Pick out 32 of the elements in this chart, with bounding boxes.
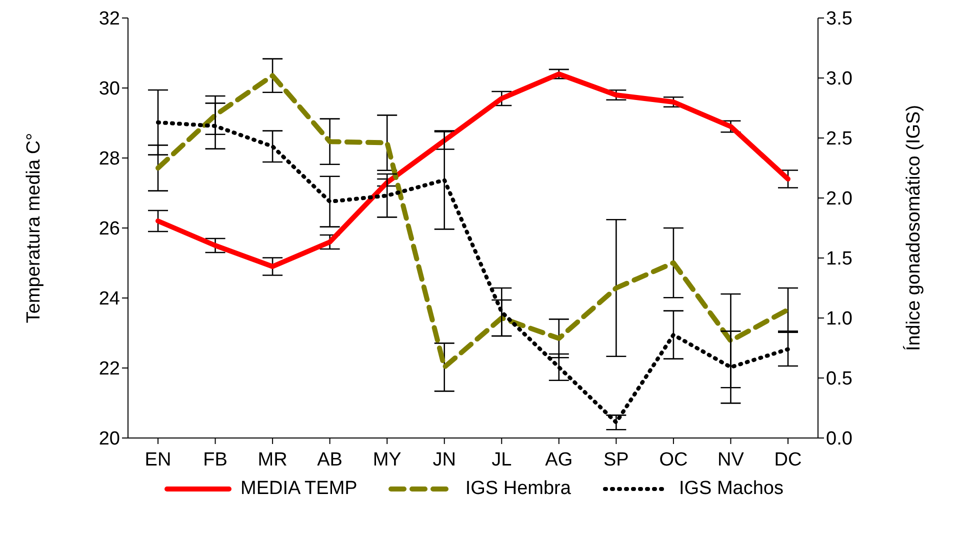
y2-tick-label: 2.5 [826,128,852,150]
legend-label: IGS Machos [678,478,784,500]
y2-tick-label: 0.0 [826,428,852,450]
x-tick-label: SP [604,449,629,470]
x-tick-label: EN [144,449,172,470]
x-tick-label: FB [203,449,228,470]
x-tick-label: MR [258,449,288,470]
y2-tick-label: 3.5 [826,8,852,30]
legend-label: MEDIA TEMP [240,478,358,500]
y-tick-label: 30 [98,78,120,100]
y2-tick-label: 1.5 [826,248,852,270]
x-tick-label: NV [718,449,744,470]
x-tick-label: AB [317,449,342,470]
y-tick-label: 28 [98,148,120,170]
y2-axis-title: Índice gonadosomático (IGS) [902,104,925,352]
legend-label: IGS Hembra [465,478,571,500]
y2-tick-label: 0.5 [826,368,852,390]
y-axis-title: Temperatura media C° [24,132,45,324]
y2-tick-label: 1.0 [826,308,852,330]
x-tick-label: OC [659,449,688,470]
x-tick-label: DC [774,449,802,470]
y-tick-label: 26 [98,218,120,240]
y-tick-label: 32 [98,8,120,30]
y-tick-label: 24 [98,288,120,310]
y2-tick-label: 2.0 [826,188,852,210]
y-tick-label: 20 [98,428,120,450]
y-tick-label: 22 [98,358,120,380]
y2-tick-label: 3.0 [826,68,852,90]
x-tick-label: AG [545,449,573,470]
x-tick-label: JN [432,449,456,470]
x-tick-label: MY [372,449,402,470]
x-tick-label: JL [492,449,512,470]
